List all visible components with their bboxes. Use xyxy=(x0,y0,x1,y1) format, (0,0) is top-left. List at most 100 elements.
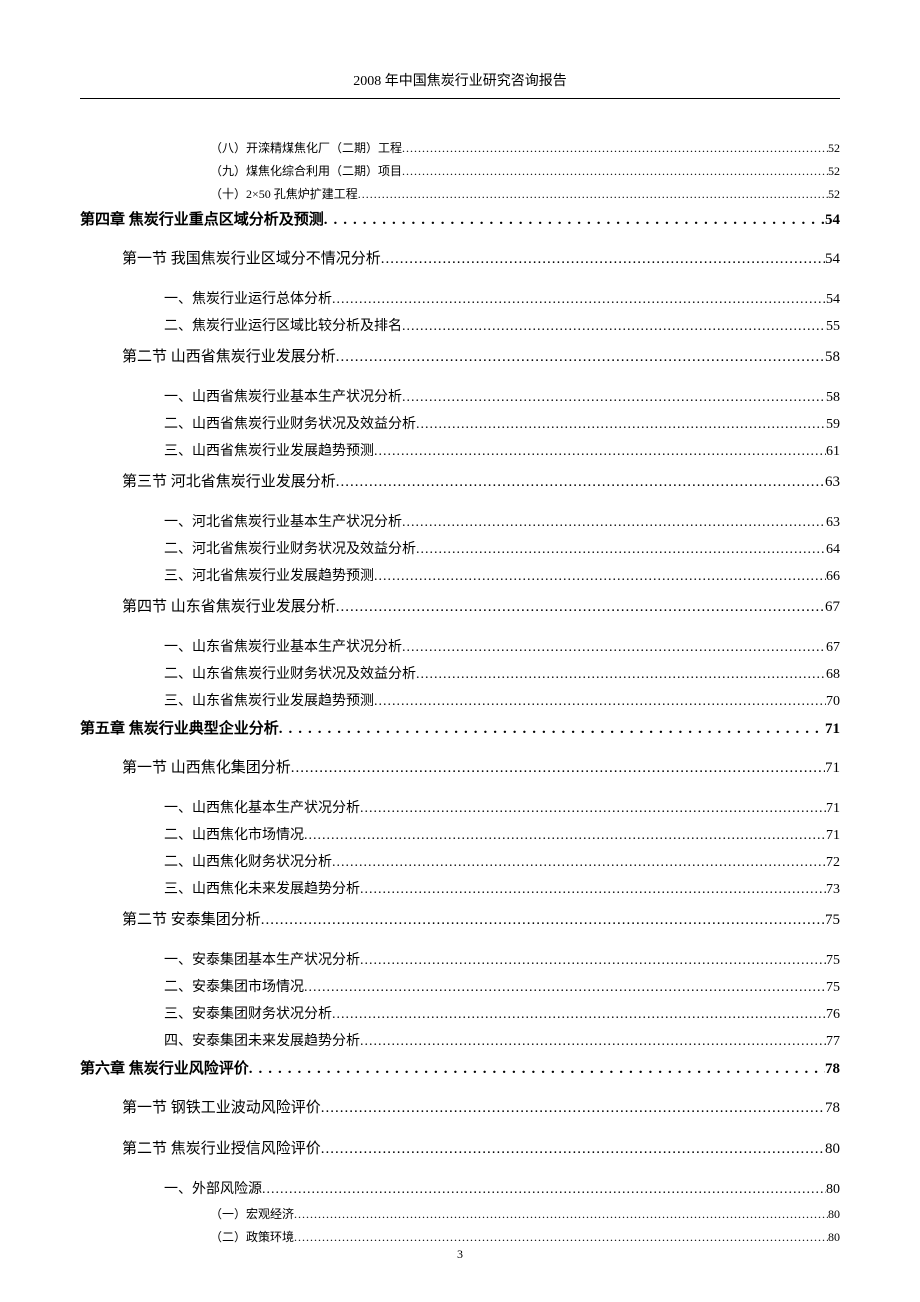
toc-entry: 二、山西焦化财务状况分析............................… xyxy=(164,851,840,871)
toc-entry-text: 一、外部风险源 xyxy=(164,1178,262,1198)
toc-leader-dots: ........................................… xyxy=(416,417,826,433)
toc-leader-dots: ........................................… xyxy=(402,141,828,156)
toc-entry-text: 三、山东省焦炭行业发展趋势预测 xyxy=(164,690,374,710)
toc-entry-page: 80 xyxy=(825,1141,840,1158)
toc-entry-text: 第五章 焦炭行业典型企业分析 xyxy=(80,717,279,738)
toc-entry-text: 第一节 钢铁工业波动风险评价 xyxy=(122,1096,321,1117)
toc-leader-dots: ........................................… xyxy=(291,760,825,777)
toc-leader-dots: ........................................… xyxy=(262,1182,826,1198)
toc-entry-text: 三、山西省焦炭行业发展趋势预测 xyxy=(164,440,374,460)
toc-leader-dots: ........................................… xyxy=(321,1100,825,1117)
toc-entry-text: 第一节 我国焦炭行业区域分不情况分析 xyxy=(122,247,381,268)
toc-leader-dots: ........................................… xyxy=(402,390,826,406)
toc-entry: 一、安泰集团基本生产状况分析..........................… xyxy=(164,949,840,969)
toc-entry: 第六章 焦炭行业风险评价............................… xyxy=(80,1057,840,1078)
toc-entry-page: 59 xyxy=(826,417,840,433)
toc-entry-page: 58 xyxy=(825,349,840,366)
toc-entry-page: 63 xyxy=(825,474,840,491)
toc-entry-page: 71 xyxy=(825,721,840,738)
toc-entry: （十）2×50 孔焦炉扩建工程.........................… xyxy=(210,185,840,202)
toc-entry: 二、山西省焦炭行业财务状况及效益分析......................… xyxy=(164,413,840,433)
toc-entry-page: 58 xyxy=(826,390,840,406)
toc-entry-page: 75 xyxy=(826,980,840,996)
toc-leader-dots: ........................................… xyxy=(416,542,826,558)
toc-entry-page: 78 xyxy=(825,1100,840,1117)
toc-leader-dots: ........................................… xyxy=(336,474,825,491)
toc-entry-page: 73 xyxy=(826,882,840,898)
toc-entry-page: 78 xyxy=(825,1061,840,1078)
toc-entry: （八）开滦精煤焦化厂（二期）工程........................… xyxy=(210,139,840,156)
toc-leader-dots: ........................................… xyxy=(374,569,826,585)
page-header: 2008 年中国焦炭行业研究咨询报告 xyxy=(80,70,840,99)
toc-entry: 第二节 焦炭行业授信风险评价..........................… xyxy=(122,1137,840,1158)
toc-entry-text: 第二节 焦炭行业授信风险评价 xyxy=(122,1137,321,1158)
toc-entry-text: （十）2×50 孔焦炉扩建工程 xyxy=(210,185,358,202)
toc-entry-text: （八）开滦精煤焦化厂（二期）工程 xyxy=(210,139,402,156)
toc-leader-dots: ........................................… xyxy=(304,980,826,996)
toc-entry-text: 二、河北省焦炭行业财务状况及效益分析 xyxy=(164,538,416,558)
toc-leader-dots: ........................................… xyxy=(374,444,826,460)
toc-entry: 第三节 河北省焦炭行业发展分析.........................… xyxy=(122,470,840,491)
toc-entry: 二、山西焦化市场情况..............................… xyxy=(164,824,840,844)
toc-entry-page: 67 xyxy=(826,640,840,656)
toc-entry-page: 63 xyxy=(826,515,840,531)
toc-entry-page: 61 xyxy=(826,444,840,460)
toc-leader-dots: ........................................… xyxy=(304,828,826,844)
toc-entry-text: 三、山西焦化未来发展趋势分析 xyxy=(164,878,360,898)
toc-entry-page: 72 xyxy=(826,855,840,871)
toc-leader-dots: ........................................… xyxy=(402,164,828,179)
toc-entry-text: 第三节 河北省焦炭行业发展分析 xyxy=(122,470,336,491)
toc-entry-text: 第一节 山西焦化集团分析 xyxy=(122,756,291,777)
toc-entry: 二、焦炭行业运行区域比较分析及排名.......................… xyxy=(164,315,840,335)
toc-leader-dots: ........................................… xyxy=(321,1141,825,1158)
toc-entry-page: 76 xyxy=(826,1007,840,1023)
toc-entry: 二、山东省焦炭行业财务状况及效益分析......................… xyxy=(164,663,840,683)
toc-entry-page: 71 xyxy=(826,828,840,844)
toc-leader-dots: ........................................… xyxy=(279,721,825,738)
toc-entry-text: 三、安泰集团财务状况分析 xyxy=(164,1003,332,1023)
toc-entry-text: （九）煤焦化综合利用（二期）项目 xyxy=(210,162,402,179)
toc-entry-text: 二、山西省焦炭行业财务状况及效益分析 xyxy=(164,413,416,433)
toc-entry-page: 70 xyxy=(826,694,840,710)
toc-entry-page: 55 xyxy=(826,319,840,335)
toc-entry: 三、安泰集团财务状况分析............................… xyxy=(164,1003,840,1023)
toc-entry-text: （一）宏观经济 xyxy=(210,1205,294,1222)
page-number: 3 xyxy=(457,1247,463,1262)
toc-entry: （二）政策环境.................................… xyxy=(210,1228,840,1245)
toc-entry-page: 75 xyxy=(826,953,840,969)
toc-leader-dots: ........................................… xyxy=(294,1207,828,1222)
toc-entry: 第一节 我国焦炭行业区域分不情况分析......................… xyxy=(122,247,840,268)
toc-leader-dots: ........................................… xyxy=(336,599,825,616)
toc-leader-dots: ........................................… xyxy=(360,1034,826,1050)
toc-leader-dots: ........................................… xyxy=(416,667,826,683)
toc-entry-text: 三、河北省焦炭行业发展趋势预测 xyxy=(164,565,374,585)
toc-entry-text: 一、河北省焦炭行业基本生产状况分析 xyxy=(164,511,402,531)
toc-entry-page: 64 xyxy=(826,542,840,558)
toc-entry-text: 一、山东省焦炭行业基本生产状况分析 xyxy=(164,636,402,656)
toc-entry-text: 一、焦炭行业运行总体分析 xyxy=(164,288,332,308)
toc-entry-text: 一、安泰集团基本生产状况分析 xyxy=(164,949,360,969)
toc-entry: 一、山西焦化基本生产状况分析..........................… xyxy=(164,797,840,817)
toc-entry-page: 80 xyxy=(828,1230,840,1245)
toc-entry-text: 二、安泰集团市场情况 xyxy=(164,976,304,996)
toc-entry: 第一节 钢铁工业波动风险评价..........................… xyxy=(122,1096,840,1117)
toc-leader-dots: ........................................… xyxy=(360,882,826,898)
toc-entry-page: 71 xyxy=(826,801,840,817)
toc-entry-page: 54 xyxy=(825,251,840,268)
toc-entry-page: 80 xyxy=(828,1207,840,1222)
toc-entry: 一、山西省焦炭行业基本生产状况分析.......................… xyxy=(164,386,840,406)
toc-leader-dots: ........................................… xyxy=(324,212,825,229)
toc-entry: 一、外部风险源.................................… xyxy=(164,1178,840,1198)
toc-entry: （一）宏观经济.................................… xyxy=(210,1205,840,1222)
toc-leader-dots: ........................................… xyxy=(402,319,826,335)
toc-entry-text: 二、山西焦化财务状况分析 xyxy=(164,851,332,871)
toc-entry-page: 52 xyxy=(828,187,840,202)
toc-entry-page: 52 xyxy=(828,141,840,156)
toc-entry-page: 71 xyxy=(825,760,840,777)
toc-entry: 第五章 焦炭行业典型企业分析..........................… xyxy=(80,717,840,738)
toc-entry: 一、河北省焦炭行业基本生产状况分析.......................… xyxy=(164,511,840,531)
toc-entry: 三、山东省焦炭行业发展趋势预测.........................… xyxy=(164,690,840,710)
toc-entry: 四、安泰集团未来发展趋势分析..........................… xyxy=(164,1030,840,1050)
toc-entry-page: 66 xyxy=(826,569,840,585)
toc-leader-dots: ........................................… xyxy=(249,1061,825,1078)
